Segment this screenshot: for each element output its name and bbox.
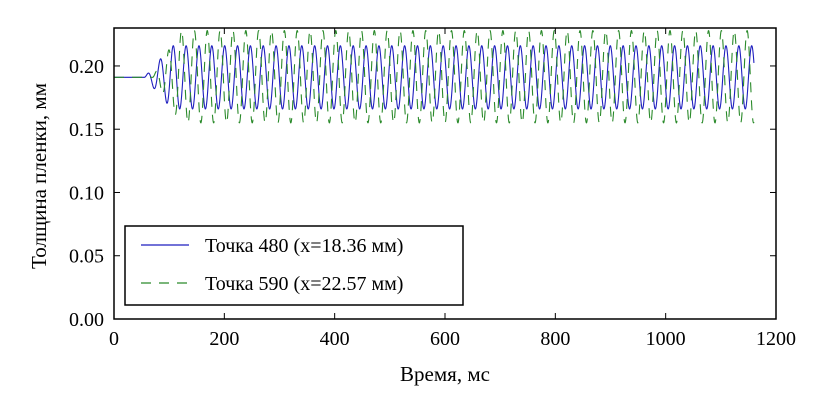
legend-label-series-1: Точка 480 (x=18.36 мм) [205,235,403,257]
y-tick-label: 0.00 [69,309,104,331]
ticks-layer: 0 200 400 600 800 1000 1200 0.00 0.05 0.10 0.15 0.2… [69,28,796,350]
legend-frame [124,225,464,306]
y-tick-label: 0.10 [69,182,104,204]
y-tick-label: 0.20 [69,56,104,78]
y-axis-label: Толщина пленки, мм [27,83,51,269]
x-tick-label: 0 [109,328,119,350]
x-tick-label: 800 [540,328,570,350]
x-tick-label: 400 [320,328,350,350]
x-tick-label: 1000 [646,328,686,350]
legend: Точка 480 (x=18.36 мм) Точка 590 (x=22.5… [124,225,464,306]
x-tick-label: 600 [430,328,460,350]
y-tick-label: 0.15 [69,119,104,141]
series-line-1 [113,45,755,110]
legend-label-series-2: Точка 590 (x=22.57 мм) [205,273,403,295]
x-tick-label: 1200 [756,328,796,350]
y-tick-label: 0.05 [69,246,104,268]
series-layer [113,29,755,124]
x-axis-label: Время, мс [400,362,490,386]
x-tick-label: 200 [209,328,239,350]
